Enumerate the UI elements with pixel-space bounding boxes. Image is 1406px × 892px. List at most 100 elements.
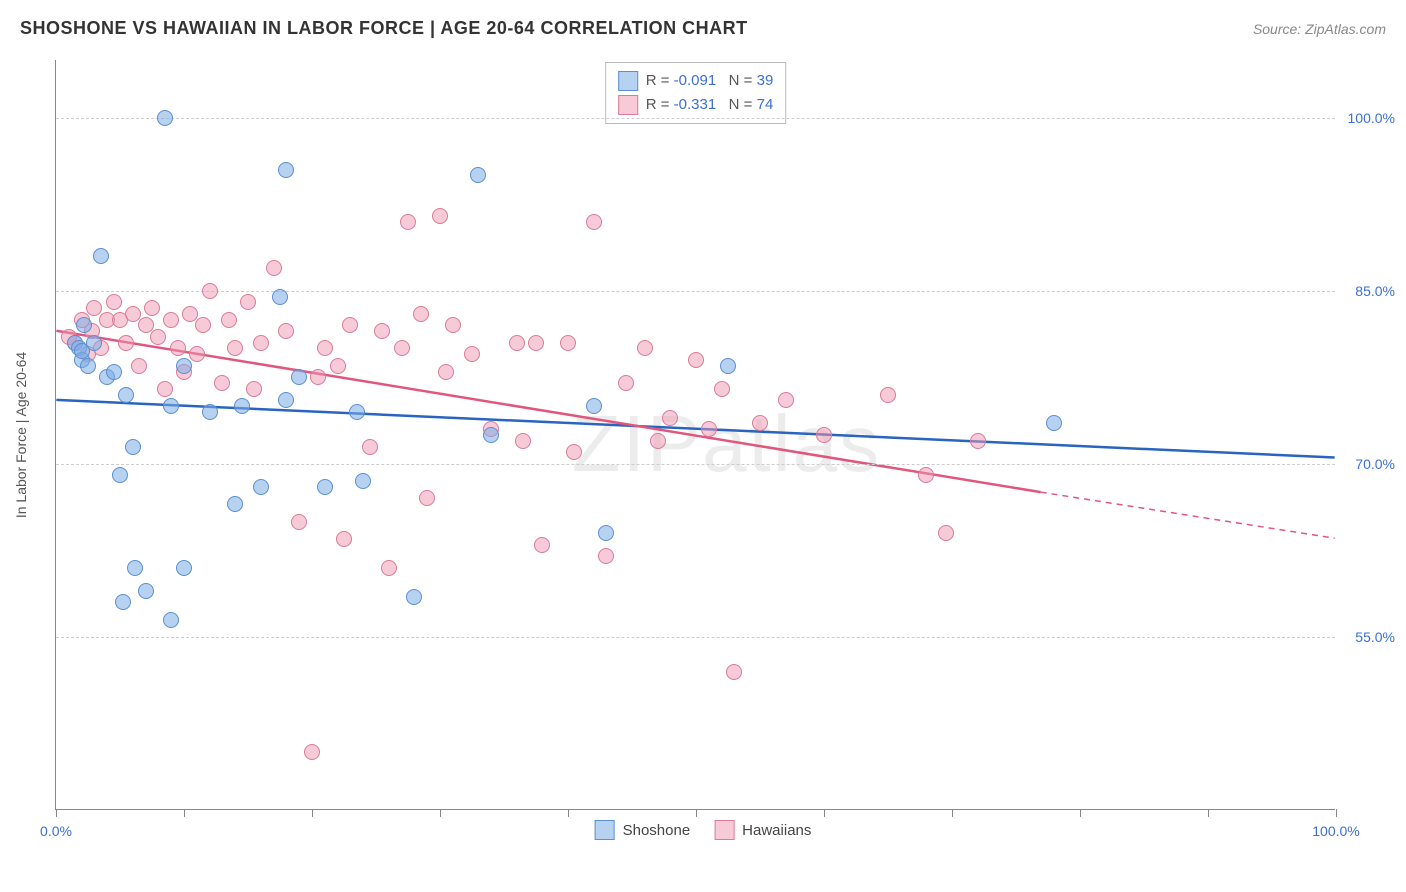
gridline-h bbox=[56, 464, 1335, 465]
hawaiians-point bbox=[381, 560, 397, 576]
trend-lines-layer bbox=[56, 60, 1335, 809]
hawaiians-point bbox=[170, 340, 186, 356]
hawaiians-point bbox=[310, 369, 326, 385]
hawaiians-point bbox=[464, 346, 480, 362]
xtick bbox=[184, 809, 185, 817]
shoshone-point bbox=[157, 110, 173, 126]
hawaiians-point bbox=[394, 340, 410, 356]
xtick bbox=[1336, 809, 1337, 817]
legend-row-shoshone: R = -0.091 N = 39 bbox=[618, 69, 774, 93]
legend-row-hawaiians: R = -0.331 N = 74 bbox=[618, 93, 774, 117]
hawaiians-point bbox=[688, 352, 704, 368]
gridline-h bbox=[56, 118, 1335, 119]
hawaiians-point bbox=[419, 490, 435, 506]
hawaiians-point bbox=[534, 537, 550, 553]
shoshone-point bbox=[598, 525, 614, 541]
hawaiians-point bbox=[413, 306, 429, 322]
legend-bottom-label-hawaiians: Hawaiians bbox=[742, 822, 811, 839]
xtick bbox=[312, 809, 313, 817]
xtick bbox=[824, 809, 825, 817]
shoshone-point bbox=[720, 358, 736, 374]
gridline-h bbox=[56, 637, 1335, 638]
hawaiians-point bbox=[650, 433, 666, 449]
hawaiians-point bbox=[202, 283, 218, 299]
legend-swatch-shoshone bbox=[618, 71, 638, 91]
hawaiians-point bbox=[714, 381, 730, 397]
shoshone-point bbox=[483, 427, 499, 443]
hawaiians-point bbox=[291, 514, 307, 530]
shoshone-point bbox=[127, 560, 143, 576]
shoshone-point bbox=[112, 467, 128, 483]
hawaiians-point bbox=[304, 744, 320, 760]
hawaiians-point bbox=[445, 317, 461, 333]
hawaiians-point bbox=[330, 358, 346, 374]
hawaiians-point bbox=[246, 381, 262, 397]
shoshone-point bbox=[278, 162, 294, 178]
hawaiians-point bbox=[566, 444, 582, 460]
hawaiians-point bbox=[163, 312, 179, 328]
hawaiians-point bbox=[374, 323, 390, 339]
hawaiians-point bbox=[509, 335, 525, 351]
hawaiians-point bbox=[278, 323, 294, 339]
hawaiians-point bbox=[618, 375, 634, 391]
hawaiians-point bbox=[586, 214, 602, 230]
shoshone-point bbox=[106, 364, 122, 380]
hawaiians-point bbox=[816, 427, 832, 443]
shoshone-point bbox=[202, 404, 218, 420]
hawaiians-point bbox=[400, 214, 416, 230]
hawaiians-point bbox=[970, 433, 986, 449]
hawaiians-point bbox=[637, 340, 653, 356]
shoshone-point bbox=[317, 479, 333, 495]
hawaiians-point bbox=[150, 329, 166, 345]
hawaiians-point bbox=[317, 340, 333, 356]
legend-bottom-swatch-hawaiians bbox=[714, 820, 734, 840]
shoshone-point bbox=[406, 589, 422, 605]
hawaiians-point bbox=[938, 525, 954, 541]
ytick-label: 85.0% bbox=[1340, 283, 1395, 299]
shoshone-point bbox=[125, 439, 141, 455]
xtick bbox=[952, 809, 953, 817]
ytick-label: 70.0% bbox=[1340, 456, 1395, 472]
hawaiians-point bbox=[701, 421, 717, 437]
shoshone-point bbox=[227, 496, 243, 512]
hawaiians-point bbox=[253, 335, 269, 351]
xtick bbox=[1080, 809, 1081, 817]
shoshone-point bbox=[74, 343, 90, 359]
yaxis-title: In Labor Force | Age 20-64 bbox=[13, 351, 29, 517]
legend-bottom-shoshone: Shoshone bbox=[595, 820, 691, 840]
hawaiians-point bbox=[752, 415, 768, 431]
shoshone-point bbox=[93, 248, 109, 264]
shoshone-point bbox=[253, 479, 269, 495]
hawaiians-point bbox=[266, 260, 282, 276]
shoshone-point bbox=[176, 560, 192, 576]
xaxis-label: 0.0% bbox=[40, 823, 72, 839]
legend-bottom-hawaiians: Hawaiians bbox=[714, 820, 811, 840]
hawaiians-point bbox=[118, 335, 134, 351]
shoshone-point bbox=[470, 167, 486, 183]
shoshone-point bbox=[278, 392, 294, 408]
xaxis-label: 100.0% bbox=[1312, 823, 1359, 839]
hawaiians-point bbox=[131, 358, 147, 374]
shoshone-point bbox=[349, 404, 365, 420]
hawaiians-point bbox=[106, 294, 122, 310]
legend-bottom-label-shoshone: Shoshone bbox=[623, 822, 691, 839]
shoshone-point bbox=[118, 387, 134, 403]
hawaiians-point bbox=[336, 531, 352, 547]
hawaiians-point bbox=[560, 335, 576, 351]
ytick-label: 100.0% bbox=[1340, 110, 1395, 126]
hawaiians-point bbox=[144, 300, 160, 316]
shoshone-point bbox=[1046, 415, 1062, 431]
shoshone-point bbox=[176, 358, 192, 374]
hawaiians-point bbox=[515, 433, 531, 449]
shoshone-point bbox=[80, 358, 96, 374]
shoshone-point bbox=[234, 398, 250, 414]
hawaiians-point bbox=[227, 340, 243, 356]
shoshone-point bbox=[115, 594, 131, 610]
hawaiians-point bbox=[438, 364, 454, 380]
hawaiians-point bbox=[221, 312, 237, 328]
shoshone-point bbox=[355, 473, 371, 489]
shoshone-point bbox=[291, 369, 307, 385]
shoshone-point bbox=[163, 612, 179, 628]
plot-area: In Labor Force | Age 20-64 ZIPatlas R = … bbox=[55, 60, 1335, 810]
hawaiians-point bbox=[662, 410, 678, 426]
